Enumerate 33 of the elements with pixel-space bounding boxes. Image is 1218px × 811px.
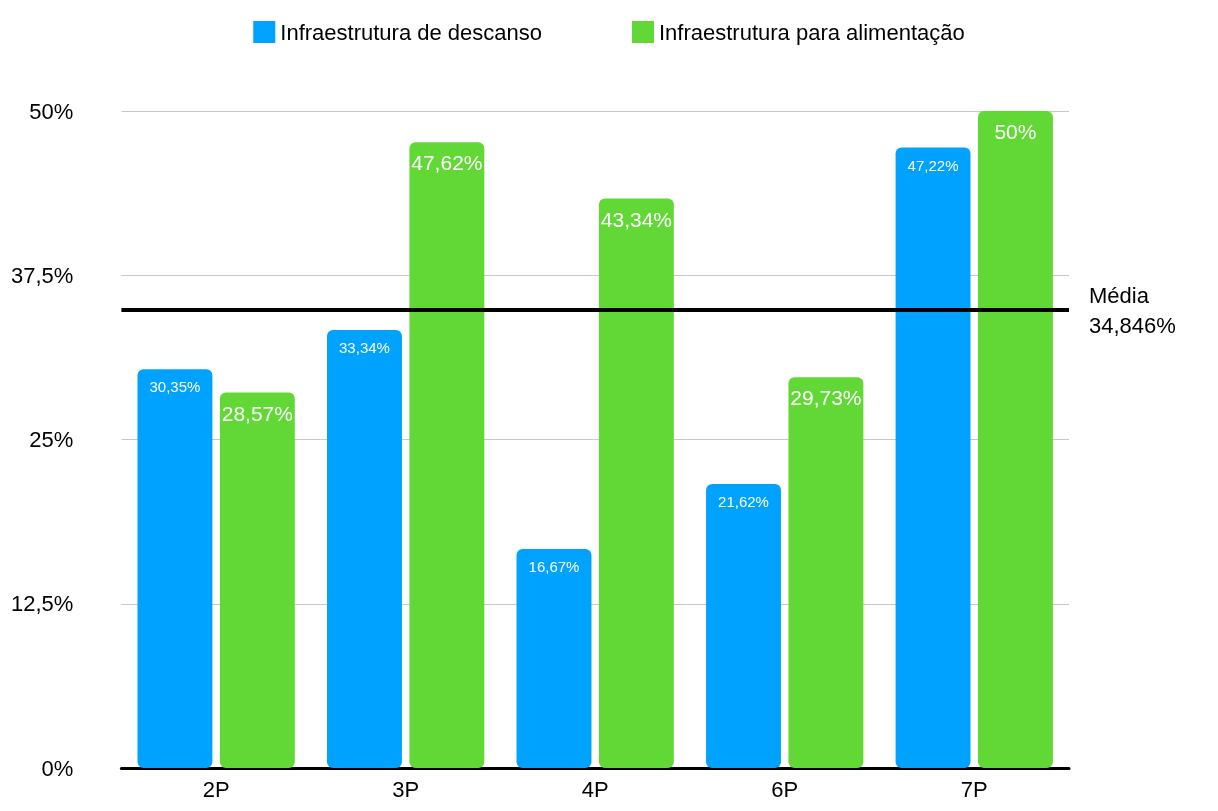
y-tick-label: 25%	[29, 427, 74, 452]
data-label: 33,34%	[339, 338, 390, 356]
x-tick-label: 6P	[771, 776, 799, 802]
y-tick-label: 0%	[41, 755, 74, 781]
y-tick-label: 12,5%	[10, 591, 74, 617]
bar	[788, 377, 864, 768]
data-label: 28,57%	[221, 401, 293, 425]
x-tick-label: 3P	[392, 776, 420, 802]
data-label: 47,22%	[907, 156, 959, 174]
bar	[516, 548, 592, 768]
x-tick-label: 4P	[581, 776, 609, 802]
bar	[598, 198, 674, 768]
bar	[219, 392, 295, 768]
legend-label: Infraestrutura de descanso	[280, 19, 542, 45]
bar	[895, 147, 971, 768]
bar	[137, 369, 213, 768]
data-label: 47,62%	[411, 151, 483, 175]
y-tick-label: 37,5%	[10, 262, 74, 288]
data-label: 16,67%	[528, 557, 580, 575]
data-label: 21,62%	[718, 492, 769, 510]
data-label: 43,34%	[600, 207, 673, 231]
x-tick-label: 7P	[960, 776, 988, 802]
legend-label: Infraestrutura para alimentação	[658, 19, 965, 45]
data-label: 50%	[994, 120, 1037, 143]
data-label: 29,73%	[790, 386, 862, 410]
data-label: 30,35%	[149, 378, 201, 396]
bar	[977, 111, 1053, 768]
bar	[327, 329, 402, 768]
ref-line-label: Média 34,846%	[1089, 282, 1176, 338]
bar	[409, 142, 485, 768]
bar	[706, 483, 781, 768]
x-tick-label: 2P	[202, 776, 230, 802]
y-tick-label: 50%	[29, 98, 74, 124]
